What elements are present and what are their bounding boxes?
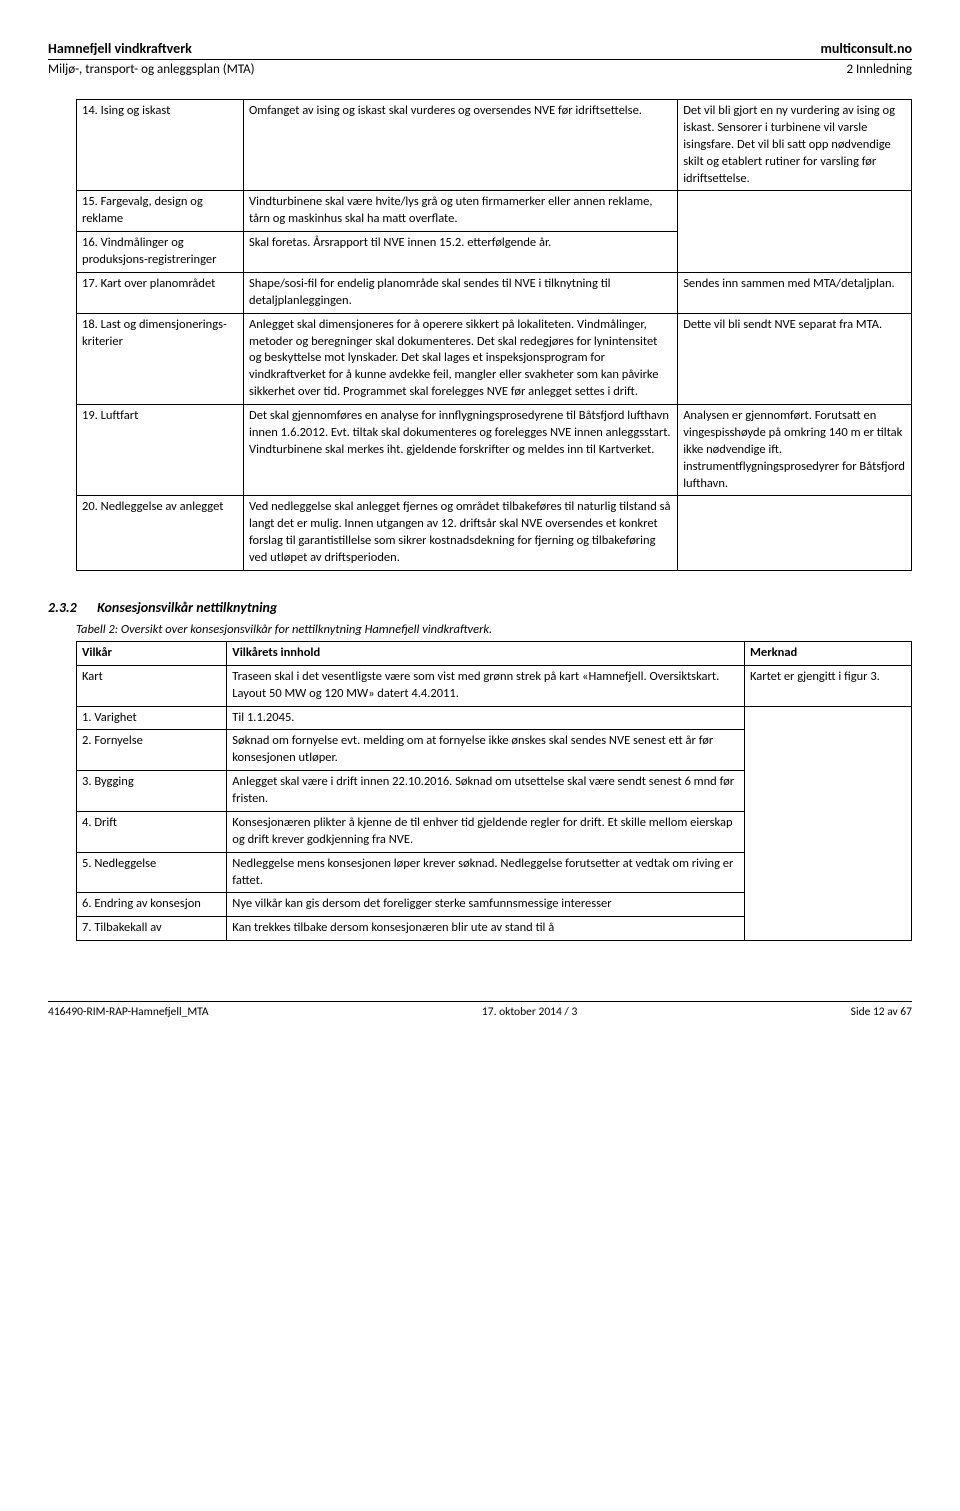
page-subheader: Miljø-, transport- og anleggsplan (MTA) …: [48, 62, 912, 77]
cell: Til 1.1.2045.: [227, 706, 745, 730]
section-title: Konsesjonsvilkår nettilknytning: [97, 599, 277, 616]
table-row: 14. Ising og iskast Omfanget av ising og…: [77, 100, 912, 191]
cell: Ved nedleggelse skal anlegget fjernes og…: [244, 496, 678, 571]
cell: Kartet er gjengitt i figur 3.: [744, 665, 911, 706]
cell: 3. Bygging: [77, 771, 227, 812]
footer-center: 17. oktober 2014 / 3: [482, 1005, 577, 1019]
cell: Anlegget skal dimensjoneres for å operer…: [244, 313, 678, 404]
column-header: Vilkår: [77, 641, 227, 665]
table-row: 1. Varighet Til 1.1.2045.: [77, 706, 912, 730]
cell: Anlegget skal være i drift innen 22.10.2…: [227, 771, 745, 812]
cell: 4. Drift: [77, 811, 227, 852]
page: Hamnefjell vindkraftverk multiconsult.no…: [0, 0, 960, 1043]
column-header: Merknad: [744, 641, 911, 665]
header-left-top: Hamnefjell vindkraftverk: [48, 40, 192, 57]
cell: Sendes inn sammen med MTA/detaljplan.: [678, 272, 912, 313]
page-footer: 416490-RIM-RAP-Hamnefjell_MTA 17. oktobe…: [48, 1001, 912, 1019]
footer-left: 416490-RIM-RAP-Hamnefjell_MTA: [48, 1005, 209, 1019]
section-number: 2.3.2: [48, 599, 94, 616]
header-right-top: multiconsult.no: [820, 40, 912, 57]
cell: Vindturbinene skal være hvite/lys grå og…: [244, 191, 678, 232]
cell: Shape/sosi-fil for endelig planområde sk…: [244, 272, 678, 313]
header-left-bottom: Miljø-, transport- og anleggsplan (MTA): [48, 62, 255, 77]
cell: 2. Fornyelse: [77, 730, 227, 771]
cell: 14. Ising og iskast: [77, 100, 244, 191]
table-2: Vilkår Vilkårets innhold Merknad Kart Tr…: [76, 641, 912, 941]
page-header: Hamnefjell vindkraftverk multiconsult.no: [48, 40, 912, 60]
cell: 19. Luftfart: [77, 405, 244, 496]
cell: [678, 496, 912, 571]
cell: 20. Nedleggelse av anlegget: [77, 496, 244, 571]
cell: 17. Kart over planområdet: [77, 272, 244, 313]
table-caption: Tabell 2: Oversikt over konsesjonsvilkår…: [76, 622, 912, 637]
table-1: 14. Ising og iskast Omfanget av ising og…: [76, 99, 912, 571]
cell: 6. Endring av konsesjon: [77, 893, 227, 917]
cell: Omfanget av ising og iskast skal vurdere…: [244, 100, 678, 191]
cell: 15. Fargevalg, design og reklame: [77, 191, 244, 232]
cell: Dette vil bli sendt NVE separat fra MTA.: [678, 313, 912, 404]
cell: Traseen skal i det vesentligste være som…: [227, 665, 745, 706]
table-row: 17. Kart over planområdet Shape/sosi-fil…: [77, 272, 912, 313]
cell: 1. Varighet: [77, 706, 227, 730]
footer-right: Side 12 av 67: [851, 1005, 912, 1019]
cell: Kan trekkes tilbake dersom konsesjonæren…: [227, 917, 745, 941]
cell: Analysen er gjennomført. Forutsatt en vi…: [678, 405, 912, 496]
table-header-row: Vilkår Vilkårets innhold Merknad: [77, 641, 912, 665]
cell: [744, 706, 911, 941]
cell: Søknad om fornyelse evt. melding om at f…: [227, 730, 745, 771]
cell: Nye vilkår kan gis dersom det foreligger…: [227, 893, 745, 917]
cell: 16. Vindmålinger og produksjons-registre…: [77, 232, 244, 273]
section-heading: 2.3.2 Konsesjonsvilkår nettilknytning: [48, 599, 912, 616]
header-right-bottom: 2 Innledning: [846, 62, 912, 77]
table-row: 20. Nedleggelse av anlegget Ved nedlegge…: [77, 496, 912, 571]
cell: Det skal gjennomføres en analyse for inn…: [244, 405, 678, 496]
table-row: Kart Traseen skal i det vesentligste vær…: [77, 665, 912, 706]
cell: 7. Tilbakekall av: [77, 917, 227, 941]
cell: 18. Last og dimensjonerings-kriterier: [77, 313, 244, 404]
cell: Skal foretas. Årsrapport til NVE innen 1…: [244, 232, 678, 273]
column-header: Vilkårets innhold: [227, 641, 745, 665]
cell: Kart: [77, 665, 227, 706]
table-row: 18. Last og dimensjonerings-kriterier An…: [77, 313, 912, 404]
cell: [678, 191, 912, 273]
cell: Det vil bli gjort en ny vurdering av isi…: [678, 100, 912, 191]
cell: Nedleggelse mens konsesjonen løper kreve…: [227, 852, 745, 893]
cell: 5. Nedleggelse: [77, 852, 227, 893]
table-row: 19. Luftfart Det skal gjennomføres en an…: [77, 405, 912, 496]
cell: Konsesjonæren plikter å kjenne de til en…: [227, 811, 745, 852]
